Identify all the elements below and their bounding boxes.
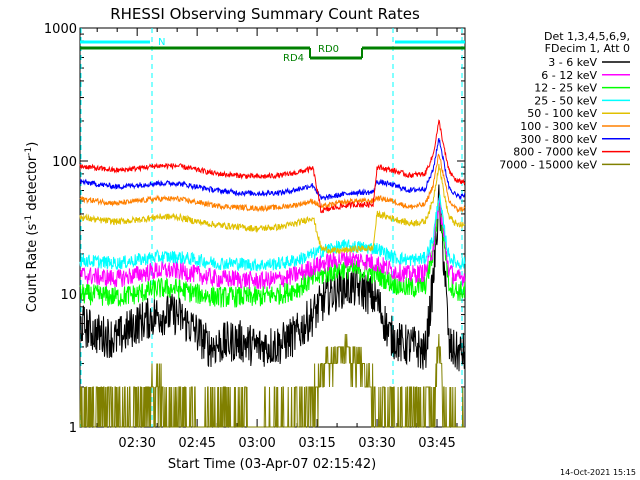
legend: Det 1,3,4,5,6,9,FDecim 1, Att 03 - 6 keV…: [499, 30, 630, 171]
legend-entry-label: 12 - 25 keV: [534, 82, 597, 95]
legend-header-line: Det 1,3,4,5,6,9,: [544, 30, 630, 43]
y-axis-label-sup1: -1: [24, 215, 34, 224]
y-axis-label-mid: detector: [25, 155, 40, 215]
y-tick-labels: 1 10 100 1000: [44, 22, 77, 436]
y-axis-label-main: Count Rate (s: [25, 224, 40, 313]
x-tick-label: 03:30: [358, 436, 395, 451]
legend-entry-label: 800 - 7000 keV: [513, 146, 597, 159]
y-tick-label: 1: [69, 421, 77, 436]
series-line-4: [79, 163, 466, 255]
legend-entry-label: 3 - 6 keV: [548, 56, 597, 69]
y-axis-label: Count Rate (s-1 detector-1): [24, 142, 40, 313]
status-label-n: N: [158, 37, 165, 48]
series-line-5: [79, 153, 466, 214]
legend-entry-label: 300 - 800 keV: [520, 133, 597, 146]
legend-header-line: FDecim 1, Att 0: [545, 42, 630, 55]
x-tick-label: 03:00: [238, 436, 275, 451]
legend-entry-label: 50 - 100 keV: [527, 107, 597, 120]
series-line-3: [79, 194, 466, 272]
status-label-rd0: RD0: [318, 44, 339, 55]
x-tick-label: 02:30: [118, 436, 155, 451]
chart-title: RHESSI Observing Summary Count Rates: [110, 5, 420, 23]
plot-area: N RD0 RD4: [79, 27, 466, 428]
series-line-8: [79, 333, 465, 428]
y-axis-label-sup2: -1: [24, 147, 34, 156]
series-line-0: [79, 184, 466, 372]
x-tick-labels: 02:30 02:45 03:00 03:15 03:30 03:45: [118, 436, 455, 451]
footer-timestamp: 14-Oct-2021 15:15: [560, 468, 636, 477]
series-line-7: [79, 119, 466, 214]
status-label-rd4: RD4: [283, 53, 304, 64]
y-tick-label: 1000: [44, 22, 77, 37]
x-tick-label: 03:15: [298, 436, 335, 451]
series-line-2: [79, 201, 466, 308]
legend-entry-label: 6 - 12 keV: [541, 69, 597, 82]
x-tick-label: 02:45: [178, 436, 215, 451]
y-tick-label: 10: [60, 288, 77, 303]
series-line-6: [79, 137, 466, 201]
legend-entry-label: 100 - 300 keV: [520, 120, 597, 133]
y-tick-label: 100: [52, 155, 77, 170]
x-tick-label: 03:45: [418, 436, 455, 451]
legend-entry-label: 7000 - 15000 keV: [499, 158, 597, 171]
y-axis-label-end: ): [25, 142, 40, 147]
legend-entry-label: 25 - 50 keV: [534, 94, 597, 107]
series-line-1: [79, 196, 466, 290]
x-axis-label: Start Time (03-Apr-07 02:15:42): [168, 457, 376, 472]
series-layer: [79, 119, 466, 428]
